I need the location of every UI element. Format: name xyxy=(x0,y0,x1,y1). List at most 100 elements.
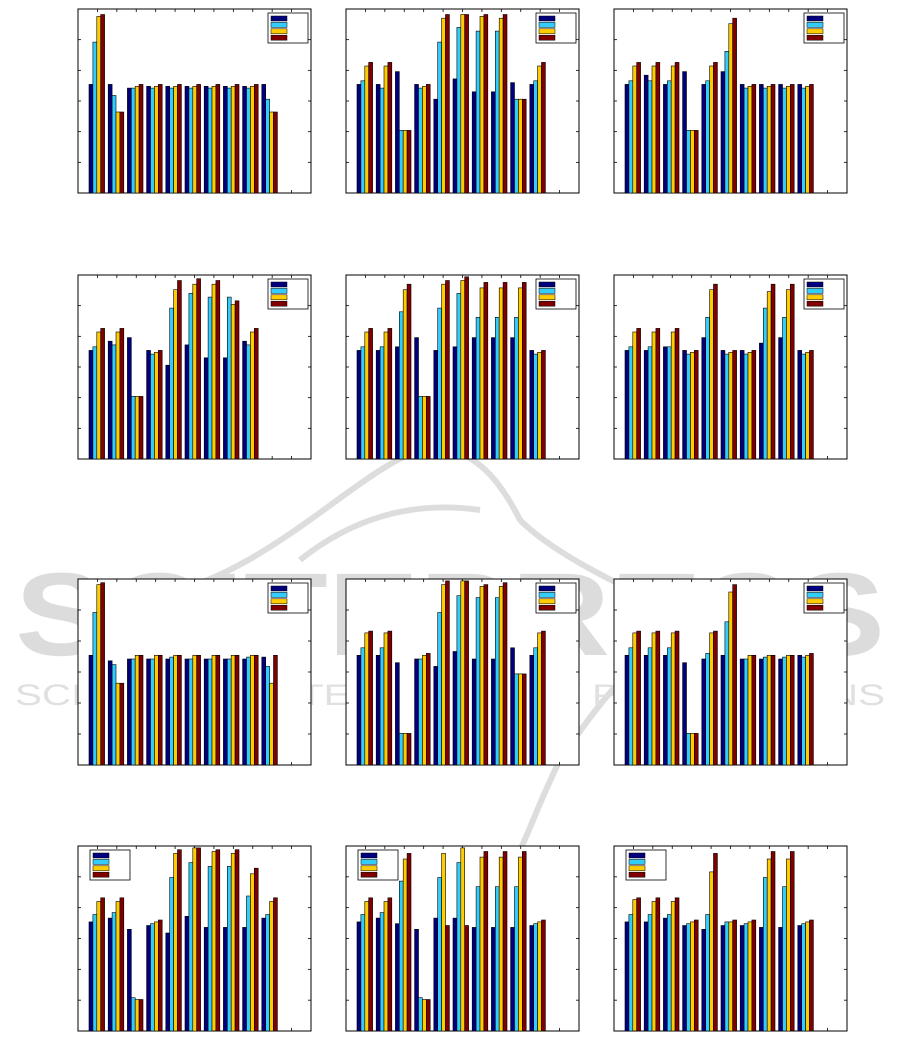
bar-series-4 xyxy=(119,897,125,1032)
bar-series-2 xyxy=(418,87,423,194)
bar-series-1 xyxy=(146,86,151,194)
bar-series-3 xyxy=(460,14,465,194)
bar-series-2 xyxy=(418,997,423,1032)
bar-series-1 xyxy=(223,927,228,1032)
bar-series-2 xyxy=(379,87,385,194)
bar-series-1 xyxy=(529,84,534,194)
bar-series-3 xyxy=(709,289,714,460)
bar-series-1 xyxy=(184,344,190,460)
legend-swatch-1 xyxy=(806,15,824,22)
chart-1 xyxy=(77,8,312,194)
bar-series-2 xyxy=(150,923,155,1032)
chart-9 xyxy=(613,578,848,766)
bar-series-3 xyxy=(230,86,236,194)
bar-series-4 xyxy=(483,282,489,460)
bar-series-3 xyxy=(230,853,236,1032)
bar-series-3 xyxy=(709,632,714,766)
bar-series-1 xyxy=(759,927,764,1032)
bar-series-3 xyxy=(402,289,408,460)
bar-series-1 xyxy=(624,921,630,1032)
bar-series-2 xyxy=(456,27,462,194)
bar-series-2 xyxy=(111,344,117,460)
bar-series-3 xyxy=(786,654,791,766)
bar-series-1 xyxy=(88,350,94,460)
bar-series-1 xyxy=(433,350,438,460)
bar-series-1 xyxy=(759,342,764,460)
bar-series-1 xyxy=(452,346,458,460)
bar-series-3 xyxy=(805,86,810,194)
bar-series-4 xyxy=(387,328,393,460)
bar-series-1 xyxy=(510,337,515,460)
bar-series-1 xyxy=(242,340,247,460)
bar-series-2 xyxy=(533,353,538,460)
bar-series-4 xyxy=(158,84,163,194)
bar-series-1 xyxy=(491,91,496,194)
legend-swatch-4 xyxy=(628,871,646,878)
bar-series-4 xyxy=(425,999,431,1032)
bar-series-4 xyxy=(693,350,699,460)
bar-series-2 xyxy=(92,41,98,194)
bar-series-1 xyxy=(797,654,802,766)
bar-series-2 xyxy=(265,914,270,1032)
legend-swatch-1 xyxy=(538,585,556,592)
bar-series-3 xyxy=(709,65,714,194)
bar-series-2 xyxy=(265,666,270,766)
legend-swatch-2 xyxy=(270,22,288,28)
bar-series-4 xyxy=(234,849,240,1032)
bar-series-1 xyxy=(778,927,783,1032)
bar-series-1 xyxy=(510,82,515,194)
bar-series-3 xyxy=(518,287,523,460)
bar-series-4 xyxy=(100,14,105,194)
bar-series-1 xyxy=(510,647,515,766)
legend-swatch-3 xyxy=(806,294,824,301)
legend-swatch-4 xyxy=(806,604,824,611)
bar-series-2 xyxy=(647,346,653,460)
bar-series-4 xyxy=(215,849,221,1032)
bar-series-4 xyxy=(789,851,795,1032)
bar-series-4 xyxy=(713,283,718,460)
legend xyxy=(89,849,131,881)
bar-series-4 xyxy=(541,919,546,1032)
bar-series-4 xyxy=(215,654,221,766)
bar-series-1 xyxy=(797,350,802,460)
bar-series-4 xyxy=(464,580,469,766)
bar-series-3 xyxy=(747,654,753,766)
bar-series-3 xyxy=(537,632,542,766)
bar-series-1 xyxy=(471,337,477,460)
bar-series-2 xyxy=(207,296,213,460)
legend-swatch-4 xyxy=(92,871,110,878)
bar-series-2 xyxy=(724,50,730,194)
bar-series-1 xyxy=(88,84,94,194)
bar-series-1 xyxy=(701,658,706,766)
bar-series-3 xyxy=(690,921,695,1032)
legend xyxy=(803,12,845,44)
bar-series-1 xyxy=(375,84,381,194)
legend-swatch-1 xyxy=(270,585,288,592)
bar-series-1 xyxy=(643,350,649,460)
bar-series-4 xyxy=(770,654,776,766)
bar-series-3 xyxy=(460,847,465,1032)
bar-series-3 xyxy=(690,351,695,460)
bar-series-2 xyxy=(666,80,672,194)
legend-swatch-4 xyxy=(538,300,556,307)
bar-series-3 xyxy=(402,130,408,194)
bar-series-1 xyxy=(471,658,477,766)
bar-series-3 xyxy=(364,65,369,194)
legend xyxy=(625,849,667,881)
legend xyxy=(267,582,309,614)
bar-series-3 xyxy=(383,901,389,1032)
bar-series-3 xyxy=(747,86,753,194)
legend-swatch-4 xyxy=(806,34,824,41)
bar-series-4 xyxy=(636,630,641,766)
bar-series-4 xyxy=(770,84,776,194)
bar-series-1 xyxy=(203,927,209,1032)
bar-series-3 xyxy=(211,654,217,766)
legend-swatch-3 xyxy=(806,28,824,35)
bar-series-2 xyxy=(494,316,500,460)
bar-series-2 xyxy=(686,923,691,1032)
bar-series-4 xyxy=(464,925,469,1032)
bar-series-1 xyxy=(682,71,687,194)
bar-series-3 xyxy=(173,654,178,766)
bar-series-2 xyxy=(533,80,538,194)
